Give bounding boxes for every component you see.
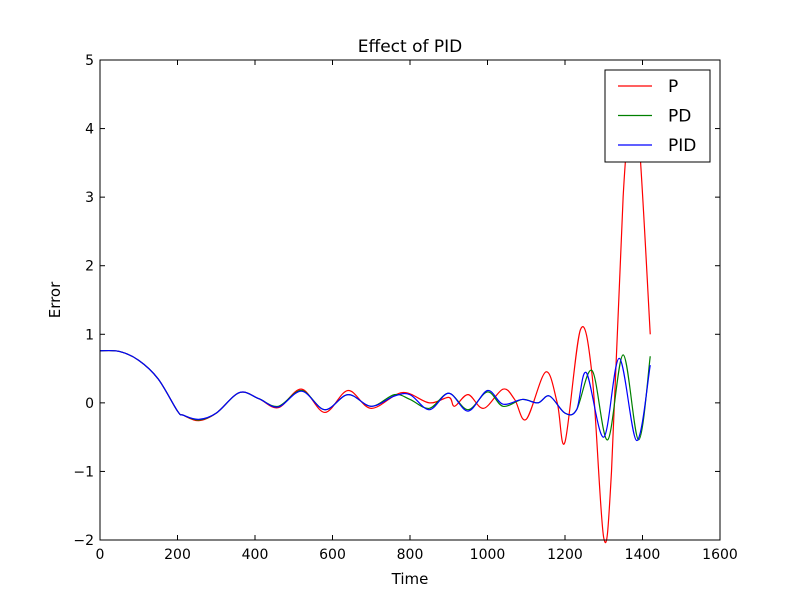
y-axis-label: Error [46, 281, 64, 318]
y-tick-label: 5 [85, 53, 94, 69]
y-tick-label: 2 [85, 259, 94, 275]
legend-label-pd: PD [668, 107, 691, 127]
legend: P PD PID [604, 69, 711, 163]
y-tick-label: 0 [85, 396, 94, 412]
x-tick-label: 200 [164, 547, 191, 563]
axis-ticks: 0 200 400 600 800 1000 1200 1400 1600 −2 −1 0 1 2 3 4 5 [73, 53, 737, 563]
x-tick-label: 1600 [702, 547, 738, 563]
legend-label-p: P [668, 77, 678, 97]
x-tick-label: 1400 [625, 547, 661, 563]
series-lines [99, 110, 651, 544]
x-tick-label: 800 [397, 547, 424, 563]
y-tick-label: 3 [85, 190, 94, 206]
legend-label-pid: PID [668, 136, 696, 156]
y-tick-label: −2 [73, 533, 94, 549]
series-line-p [99, 110, 651, 544]
x-tick-label: 1000 [470, 547, 506, 563]
y-tick-label: 1 [85, 327, 94, 343]
y-tick-label: 4 [85, 122, 94, 138]
x-tick-label: 0 [96, 547, 105, 563]
x-axis-label: Time [391, 570, 429, 588]
x-tick-label: 1200 [547, 547, 583, 563]
series-line-pid [99, 349, 651, 442]
x-tick-label: 600 [319, 547, 346, 563]
x-tick-label: 400 [242, 547, 269, 563]
y-tick-label: −1 [73, 464, 94, 480]
chart-title: Effect of PID [358, 37, 462, 57]
